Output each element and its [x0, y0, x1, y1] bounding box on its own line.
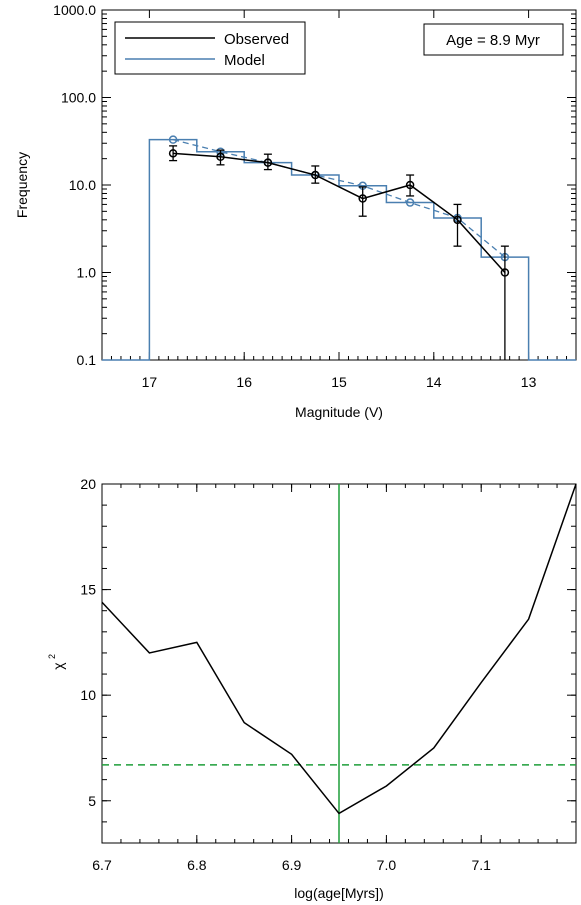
top-x-tick-label: 16	[236, 374, 252, 390]
bottom-x-tick-label: 6.9	[282, 857, 302, 873]
bottom-y-tick-label: 15	[80, 582, 96, 598]
age-annotation-text: Age = 8.9 Myr	[446, 32, 540, 49]
bottom-y-axis-symbol: χ	[50, 662, 66, 670]
top-x-tick-label: 15	[331, 374, 347, 390]
observed-line	[173, 152, 506, 274]
top-y-ticks: 0.1 1.0 10.0 100.0 1000.0	[53, 2, 576, 368]
top-x-tick-label: 13	[521, 374, 537, 390]
observed-point	[405, 180, 415, 190]
observed-point	[500, 268, 510, 277]
reference-lines	[102, 484, 576, 843]
top-y-axis-label: Frequency	[14, 152, 30, 218]
chi-square-panel: 6.7 6.8 6.9 7.0 7.1 5 10 15 20 log(age[Myrs]) χ…	[47, 476, 577, 901]
observed-point	[263, 158, 273, 167]
bottom-x-tick-label: 7.0	[377, 857, 397, 873]
model-dashed-line	[172, 139, 506, 258]
top-y-tick-label: 10.0	[69, 177, 96, 193]
bottom-x-ticks: 6.7 6.8 6.9 7.0 7.1	[92, 484, 577, 873]
legend-model-label: Model	[224, 52, 265, 69]
magnitude-histogram-panel: 17 16 15 14 13 0.1 1.0 10.0 100.0 1000.0 Magnitu…	[14, 2, 577, 420]
observed-point	[216, 152, 225, 162]
age-annotation-box	[423, 23, 564, 56]
observed-point	[358, 194, 367, 203]
observed-point	[453, 215, 462, 225]
model-point	[168, 135, 178, 144]
legend-observed-label: Observed	[224, 31, 289, 48]
bottom-y-axis-label: χ 2	[47, 654, 66, 670]
bottom-y-axis-superscript: 2	[47, 654, 57, 659]
model-point	[405, 198, 415, 207]
top-y-tick-label: 100.0	[61, 90, 96, 106]
legend-box	[114, 21, 306, 75]
bottom-x-tick-label: 7.1	[471, 857, 491, 873]
top-y-tick-label: 1.0	[77, 265, 97, 281]
legend: Observed Model	[114, 21, 306, 75]
bottom-y-tick-label: 10	[80, 687, 96, 703]
top-y-tick-label: 1000.0	[53, 2, 96, 18]
bottom-y-tick-label: 5	[88, 793, 96, 809]
chi-square-series	[101, 483, 577, 815]
top-x-tick-label: 17	[142, 374, 158, 390]
observed-point	[311, 170, 320, 180]
observed-series	[168, 145, 510, 360]
observed-point	[168, 149, 178, 158]
age-annotation: Age = 8.9 Myr	[423, 23, 564, 56]
bottom-x-axis-label: log(age[Myrs])	[294, 885, 383, 901]
top-y-tick-label: 0.1	[77, 352, 97, 368]
bottom-y-tick-label: 20	[80, 476, 96, 492]
bottom-x-tick-label: 6.8	[187, 857, 207, 873]
top-x-tick-label: 14	[426, 374, 442, 390]
top-x-axis-label: Magnitude (V)	[295, 404, 383, 420]
bottom-y-ticks: 5 10 15 20	[80, 476, 576, 844]
chi-square-line	[101, 483, 577, 815]
bottom-x-tick-label: 6.7	[92, 857, 112, 873]
